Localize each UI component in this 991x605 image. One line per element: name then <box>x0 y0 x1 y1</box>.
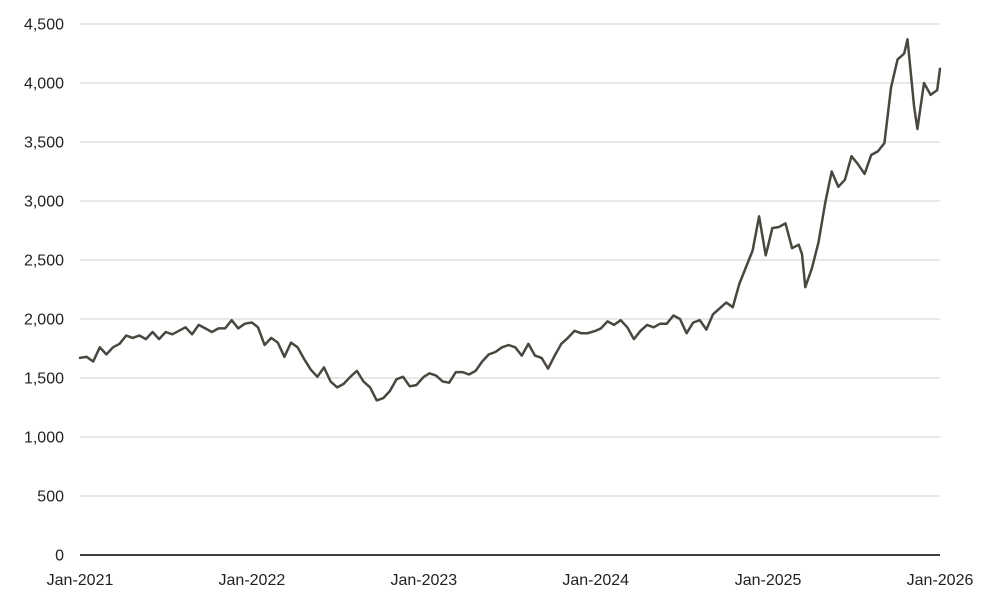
y-tick-label: 500 <box>37 489 64 506</box>
gridlines <box>80 23 940 497</box>
x-tick-label: Jan-2022 <box>219 572 286 589</box>
y-tick-label: 3,500 <box>24 135 64 152</box>
x-tick-label: Jan-2026 <box>907 572 974 589</box>
y-tick-label: 2,000 <box>24 312 64 329</box>
y-tick-label: 1,000 <box>24 430 64 447</box>
y-tick-label: 2,500 <box>24 253 64 270</box>
y-tick-label: 4,500 <box>24 17 64 34</box>
y-tick-label: 4,000 <box>24 76 64 93</box>
x-tick-label: Jan-2021 <box>47 572 114 589</box>
y-tick-label: 1,500 <box>24 371 64 388</box>
y-tick-label: 0 <box>55 548 64 565</box>
y-tick-label: 3,000 <box>24 194 64 211</box>
x-tick-label: Jan-2024 <box>562 572 629 589</box>
y-axis-tick-labels: 0 500 1,000 1,500 2,000 2,500 3,000 3,500 4,000 4… <box>24 17 64 565</box>
x-tick-label: Jan-2025 <box>735 572 802 589</box>
series-line <box>78 38 942 402</box>
x-axis-tick-labels: Jan-2021 Jan-2022 Jan-2023 Jan-2024 Jan-2025… <box>47 572 974 589</box>
x-tick-label: Jan-2023 <box>390 572 457 589</box>
